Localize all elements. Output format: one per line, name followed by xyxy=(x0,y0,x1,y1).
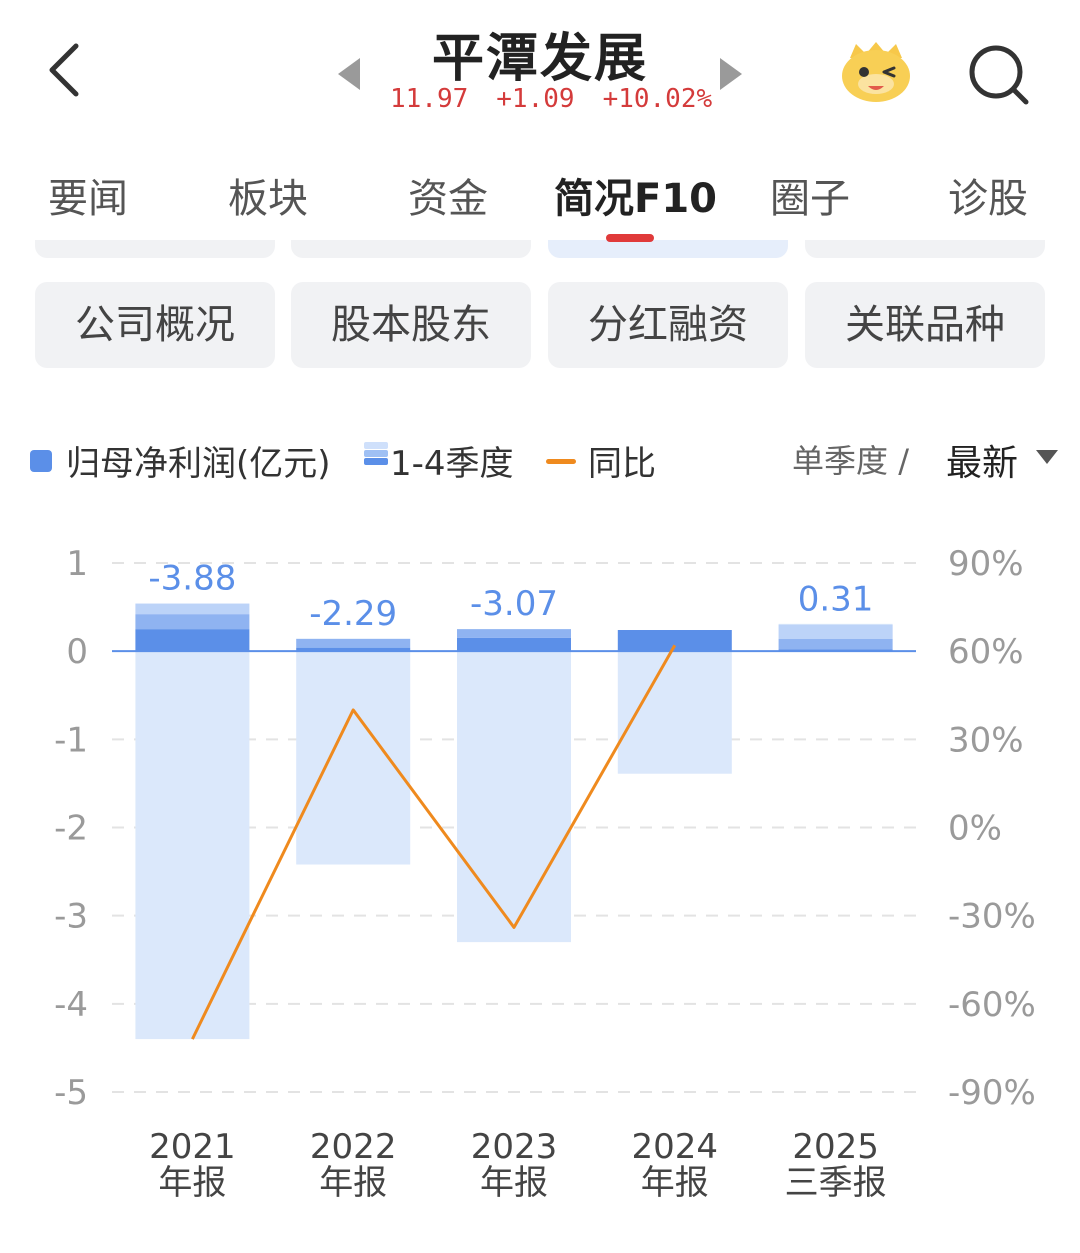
y-tick-right: 0% xyxy=(948,809,1002,849)
scrolled-button-edge xyxy=(35,240,275,258)
annual-bar xyxy=(135,651,250,1040)
legend-net-profit: 归母净利润(亿元) xyxy=(66,444,331,484)
annual-bar xyxy=(457,651,571,943)
y-tick-right: 60% xyxy=(948,632,1024,672)
previous-stock-icon[interactable] xyxy=(338,58,360,90)
stock-change: +1.09 xyxy=(496,84,575,114)
data-label: -2.29 xyxy=(309,594,397,634)
legend-yoy: 同比 xyxy=(588,444,656,484)
data-label: 0.31 xyxy=(798,580,874,620)
category-period-label: 年报 xyxy=(319,1163,387,1203)
y-tick-right: 30% xyxy=(948,720,1024,760)
tab-funds[interactable]: 资金 xyxy=(408,176,488,222)
y-tick-right: -60% xyxy=(948,985,1036,1025)
category-period-label: 三季报 xyxy=(785,1163,887,1203)
y-tick-left: -3 xyxy=(54,897,88,937)
scrolled-button-edge xyxy=(805,240,1045,258)
dividend-financing-button[interactable]: 分红融资 xyxy=(548,282,788,368)
quarter-segment xyxy=(135,614,250,630)
y-tick-left: -4 xyxy=(54,985,88,1025)
stock-quote: 11.97 +1.09 +10.02% xyxy=(390,84,712,114)
back-arrow-icon[interactable] xyxy=(44,40,84,100)
quarter-segment xyxy=(778,638,893,650)
data-label: -3.07 xyxy=(470,584,558,624)
quarter-segment xyxy=(135,603,250,615)
category-year-label: 2025 xyxy=(792,1127,879,1167)
company-overview-button[interactable]: 公司概况 xyxy=(35,282,275,368)
y-tick-left: 0 xyxy=(66,632,88,672)
scrolled-button-edge xyxy=(291,240,531,258)
category-period-label: 年报 xyxy=(158,1163,226,1203)
y-tick-right: -30% xyxy=(948,897,1036,937)
tab-f10[interactable]: 简况F10 xyxy=(554,176,717,222)
legend-quarters: 1-4季度 xyxy=(390,444,514,484)
y-tick-left: -1 xyxy=(54,720,88,760)
quarter-segment xyxy=(778,624,893,639)
legend-swatch-yoy xyxy=(546,459,576,464)
search-icon[interactable] xyxy=(966,42,1032,108)
tab-sectors[interactable]: 板块 xyxy=(228,176,308,222)
y-tick-right: 90% xyxy=(948,544,1024,584)
annual-bar xyxy=(296,651,411,865)
category-year-label: 2021 xyxy=(149,1127,236,1167)
yoy-line xyxy=(191,644,677,1040)
y-tick-left: -5 xyxy=(54,1073,88,1113)
tab-bar: 要闻 板块 资金 简况F10 圈子 诊股 xyxy=(0,166,1080,226)
net-profit-chart: 1 0 -1 -2 -3 -4 -5 90% 60% 30% 0% -30% -60% -90% -3.88… xyxy=(54,544,1036,1203)
quarter-segment xyxy=(617,630,732,652)
y-tick-left: -2 xyxy=(54,809,88,849)
quarter-segment xyxy=(296,638,411,648)
tab-circle[interactable]: 圈子 xyxy=(770,176,850,222)
data-label: -3.88 xyxy=(148,559,236,599)
quarter-segment xyxy=(296,647,411,652)
mode-separator: / xyxy=(898,442,909,480)
legend-swatch-net-profit xyxy=(30,450,52,472)
y-tick-right: -90% xyxy=(948,1073,1036,1113)
scrolled-button-edge xyxy=(548,240,788,258)
y-tick-left: 1 xyxy=(66,544,88,584)
single-quarter-toggle[interactable]: 单季度 / xyxy=(792,436,909,482)
related-products-button[interactable]: 关联品种 xyxy=(805,282,1045,368)
stock-change-pct: +10.02% xyxy=(602,84,713,114)
tab-diagnosis[interactable]: 诊股 xyxy=(948,176,1028,222)
tab-news[interactable]: 要闻 xyxy=(48,176,128,222)
stock-price: 11.97 xyxy=(390,84,469,114)
quarter-segment xyxy=(457,629,571,638)
category-year-label: 2022 xyxy=(310,1127,397,1167)
next-stock-icon[interactable] xyxy=(720,58,742,90)
stock-title: 平潭发展 xyxy=(431,29,648,89)
quarter-segment xyxy=(457,637,571,652)
mascot-icon[interactable] xyxy=(838,38,914,104)
active-tab-indicator xyxy=(606,234,654,242)
category-year-label: 2023 xyxy=(471,1127,558,1167)
latest-dropdown[interactable]: 最新 xyxy=(946,443,1019,484)
category-period-label: 年报 xyxy=(480,1163,548,1203)
quarter-segment xyxy=(135,629,250,652)
category-period-label: 年报 xyxy=(641,1163,709,1203)
single-quarter-label: 单季度 xyxy=(792,442,889,480)
shareholders-button[interactable]: 股本股东 xyxy=(291,282,531,368)
legend-swatch-quarters xyxy=(364,442,388,466)
chevron-down-icon[interactable] xyxy=(1036,450,1058,464)
category-year-label: 2024 xyxy=(632,1127,719,1167)
